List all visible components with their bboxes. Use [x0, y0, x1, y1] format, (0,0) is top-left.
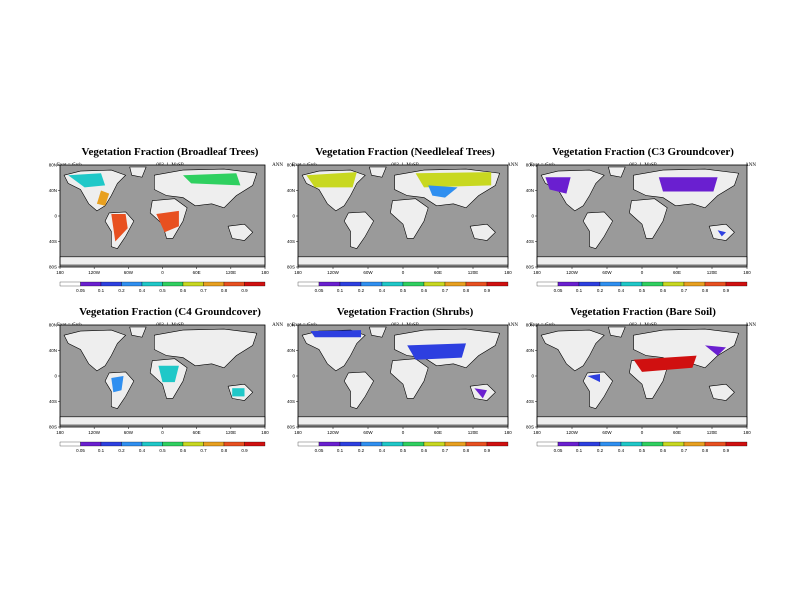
- season-label: ANN: [745, 163, 756, 168]
- run-label: 003_1_MaSP: [391, 163, 419, 168]
- panel-needleleaf-trees: Vegetation Fraction (Needleleaf Trees) E…: [290, 146, 520, 301]
- run-label: 003_1_MaSP: [629, 323, 657, 328]
- panel-c4-groundcover: Vegetation Fraction (C4 Groundcover) Exp…: [55, 306, 285, 461]
- panel-title: Vegetation Fraction (C4 Groundcover): [79, 306, 261, 318]
- panel-shrubs: Vegetation Fraction (Shrubs) Expt = t5rs…: [290, 306, 520, 461]
- panel-c3-groundcover: Vegetation Fraction (C3 Groundcover) Exp…: [528, 146, 758, 301]
- panel-title: Vegetation Fraction (Bare Soil): [570, 306, 716, 318]
- panel-broadleaf-trees: Vegetation Fraction (Broadleaf Trees) Ex…: [55, 146, 285, 301]
- panel-bare-soil: Vegetation Fraction (Bare Soil) Expt = t…: [528, 306, 758, 461]
- run-label: 003_1_MaSP: [391, 323, 419, 328]
- season-label: ANN: [272, 323, 283, 328]
- run-label: 003_1_MaSP: [156, 163, 184, 168]
- panel-title: Vegetation Fraction (Shrubs): [336, 306, 474, 318]
- panel-title: Vegetation Fraction (Broadleaf Trees): [81, 146, 259, 158]
- season-label: ANN: [745, 323, 756, 328]
- season-label: ANN: [507, 323, 518, 328]
- run-label: 003_1_MaSP: [156, 323, 184, 328]
- season-label: ANN: [272, 163, 283, 168]
- season-label: ANN: [507, 163, 518, 168]
- panel-title: Vegetation Fraction (Needleleaf Trees): [315, 146, 495, 158]
- panel-title: Vegetation Fraction (C3 Groundcover): [552, 146, 734, 158]
- run-label: 003_1_MaSP: [629, 163, 657, 168]
